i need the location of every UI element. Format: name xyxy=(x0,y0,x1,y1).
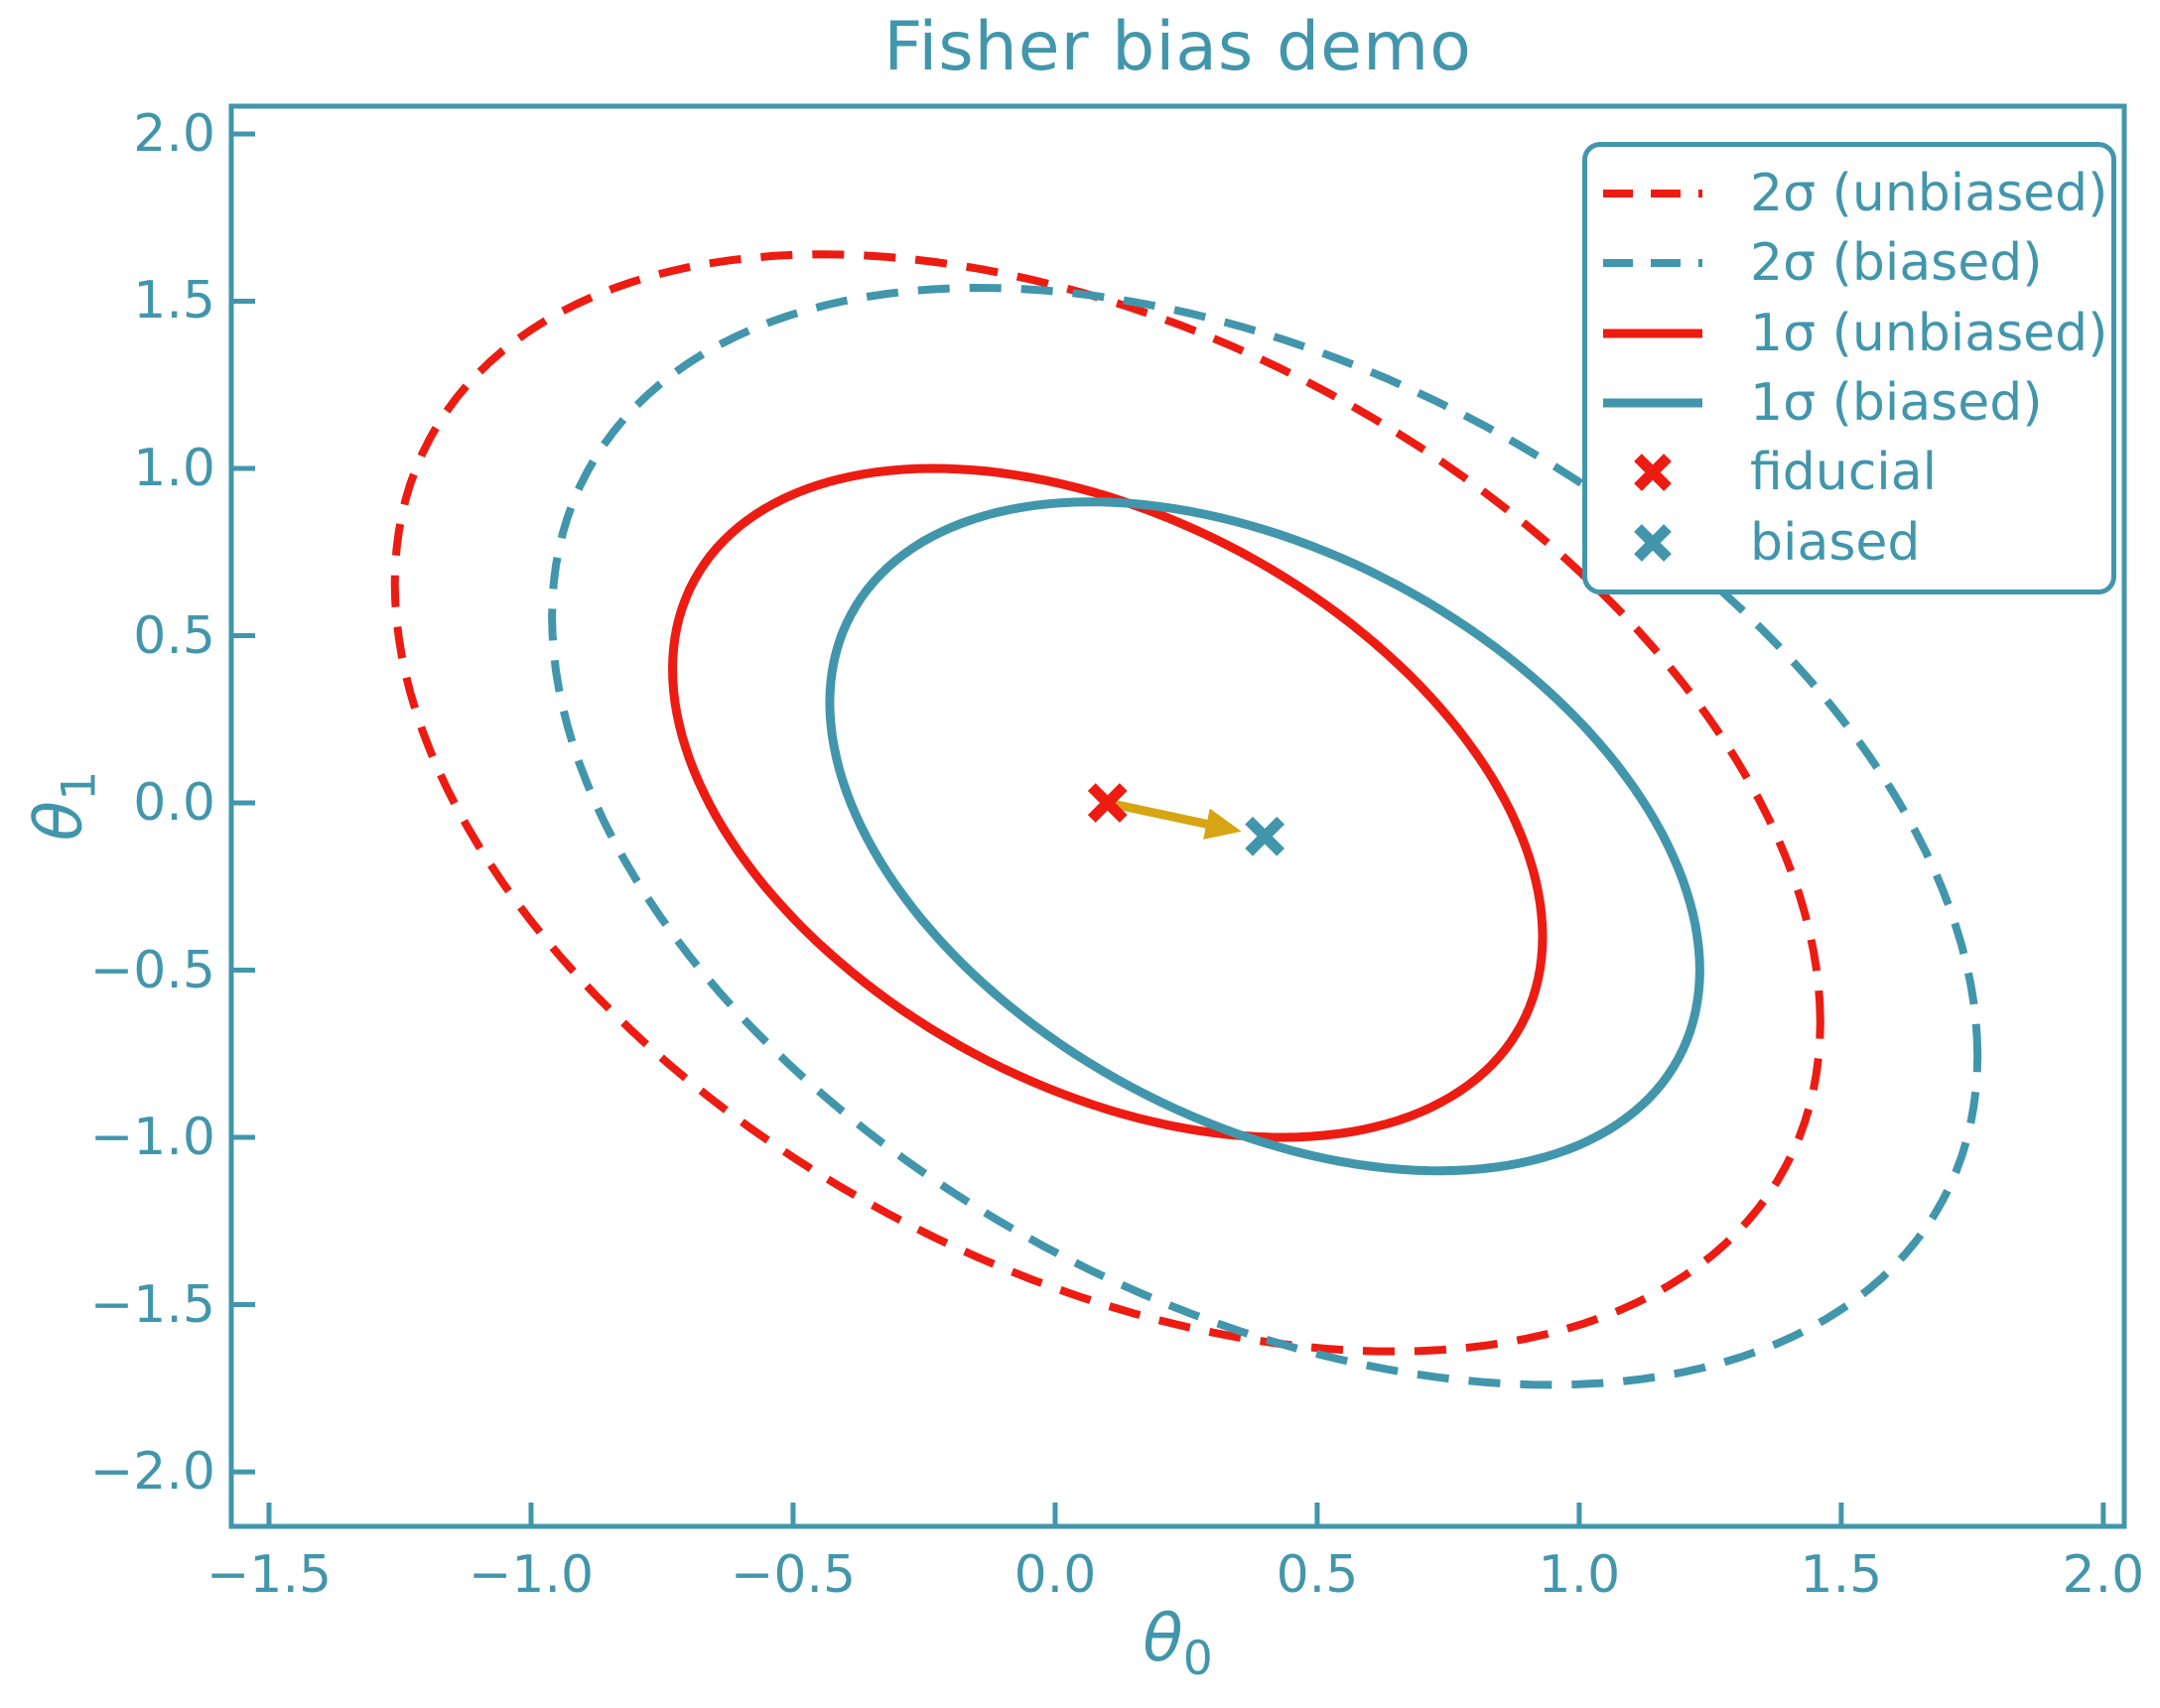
legend-item: 1σ (biased) xyxy=(1603,373,2111,433)
legend-item: 1σ (unbiased) xyxy=(1603,304,2111,363)
axes-frame xyxy=(228,103,2127,1529)
plot-title: Fisher bias demo xyxy=(883,8,1472,86)
x-axis-label-subscript: 0 xyxy=(1182,1632,1213,1687)
legend-item-label: 1σ (unbiased) xyxy=(1750,303,2108,363)
x-axis-label-symbol: θ xyxy=(1143,1600,1183,1676)
legend-item-label: biased xyxy=(1750,512,1921,573)
y-tick-label: −0.5 xyxy=(89,940,215,1000)
legend-item-label: 2σ (unbiased) xyxy=(1750,164,2108,224)
legend-x-marker-icon xyxy=(1634,454,1672,492)
legend: 2σ (unbiased) 2σ (biased) 1σ (unbiased) 1σ … xyxy=(1582,142,2116,594)
legend-handle-solid-red xyxy=(1603,328,1702,338)
legend-item-label: 1σ (biased) xyxy=(1750,373,2043,434)
legend-x-marker-icon xyxy=(1634,523,1672,562)
legend-handle-dashed-red xyxy=(1603,190,1702,198)
legend-item: 2σ (unbiased) xyxy=(1603,164,2111,223)
ellipse-2-unbiased- xyxy=(390,250,1824,1356)
x-tick-label: 1.5 xyxy=(1800,1545,1883,1605)
y-tick-label: −1.5 xyxy=(89,1274,215,1335)
bias-arrow-shaft xyxy=(1103,798,1217,830)
x-tick-label: 0.5 xyxy=(1276,1545,1359,1605)
legend-handle-x-marker-red xyxy=(1634,454,1672,492)
legend-item-label: fiducial xyxy=(1750,443,1938,503)
biased-marker xyxy=(1245,816,1285,856)
x-tick-label: −1.5 xyxy=(205,1545,333,1605)
y-tick-label: 1.0 xyxy=(133,438,215,498)
ellipse-1-unbiased- xyxy=(667,463,1548,1142)
legend-handle-x-marker-teal xyxy=(1634,523,1672,562)
legend-handle-dashed-teal xyxy=(1603,259,1702,268)
y-tick-label: 2.0 xyxy=(133,103,215,164)
legend-item: fiducial xyxy=(1603,443,2111,502)
x-tick-label: −0.5 xyxy=(730,1545,857,1605)
legend-item-label: 2σ (biased) xyxy=(1750,233,2043,294)
bias-arrow-head xyxy=(1203,808,1242,840)
ellipse-1-biased- xyxy=(825,497,1704,1176)
x-tick-label: 1.0 xyxy=(1538,1545,1621,1605)
y-tick-label: 1.5 xyxy=(133,271,215,331)
x-tick-label: −1.0 xyxy=(468,1545,595,1605)
y-tick-label: −2.0 xyxy=(89,1442,215,1503)
x-tick-label: 2.0 xyxy=(2062,1545,2145,1605)
x-axis-label: θ0 xyxy=(231,1600,2124,1686)
x-tick-label: 0.0 xyxy=(1013,1545,1097,1605)
y-tick-label: 0.0 xyxy=(133,773,215,834)
y-tick-label: −1.0 xyxy=(89,1108,215,1168)
legend-item: 2σ (biased) xyxy=(1603,233,2111,293)
y-tick-label: 0.5 xyxy=(133,605,215,666)
fiducial-marker xyxy=(1087,783,1128,823)
legend-item: biased xyxy=(1603,513,2111,573)
legend-handle-solid-teal xyxy=(1603,398,1702,408)
